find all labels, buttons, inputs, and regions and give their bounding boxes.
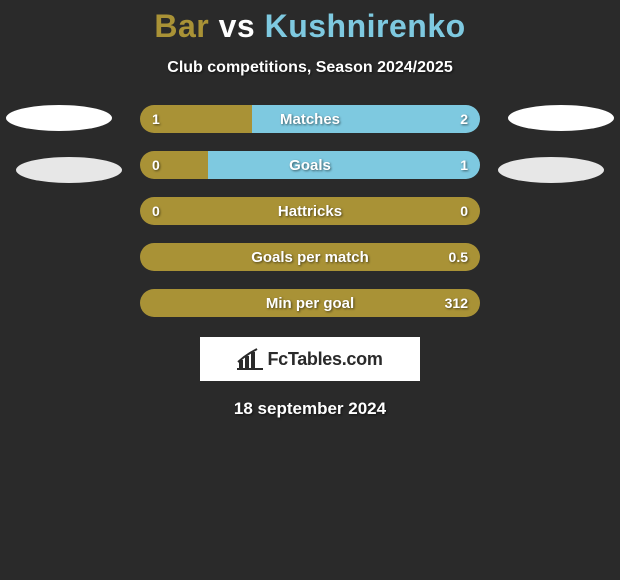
stat-bar: Matches12	[140, 105, 480, 133]
stat-bar-right	[252, 105, 480, 133]
player1-name: Bar	[154, 8, 209, 44]
stat-bar-left	[140, 105, 252, 133]
stat-bar: Goals per match0.5	[140, 243, 480, 271]
barchart-icon	[237, 348, 263, 370]
date-label: 18 september 2024	[0, 399, 620, 419]
stats-infographic: Bar vs Kushnirenko Club competitions, Se…	[0, 0, 620, 580]
stat-bar-left	[140, 289, 480, 317]
avatar-placeholder-left-1	[6, 105, 112, 131]
player2-name: Kushnirenko	[265, 8, 466, 44]
vs-label: vs	[219, 8, 256, 44]
stat-bar-right	[208, 151, 480, 179]
stat-bar: Min per goal312	[140, 289, 480, 317]
avatar-placeholder-right-2	[498, 157, 604, 183]
stat-bar: Goals01	[140, 151, 480, 179]
brand-text: FcTables.com	[267, 349, 382, 370]
stat-bar-left	[140, 243, 480, 271]
avatar-placeholder-left-2	[16, 157, 122, 183]
stat-bar-left	[140, 197, 480, 225]
stat-bar: Hattricks00	[140, 197, 480, 225]
stats-block: Matches12 Goals01 Hattricks00 Goals per mat…	[0, 105, 620, 317]
page-title: Bar vs Kushnirenko	[0, 0, 620, 45]
stat-bar-left	[140, 151, 208, 179]
subtitle: Club competitions, Season 2024/2025	[0, 59, 620, 77]
brand-badge: FcTables.com	[200, 337, 420, 381]
avatar-placeholder-right-1	[508, 105, 614, 131]
